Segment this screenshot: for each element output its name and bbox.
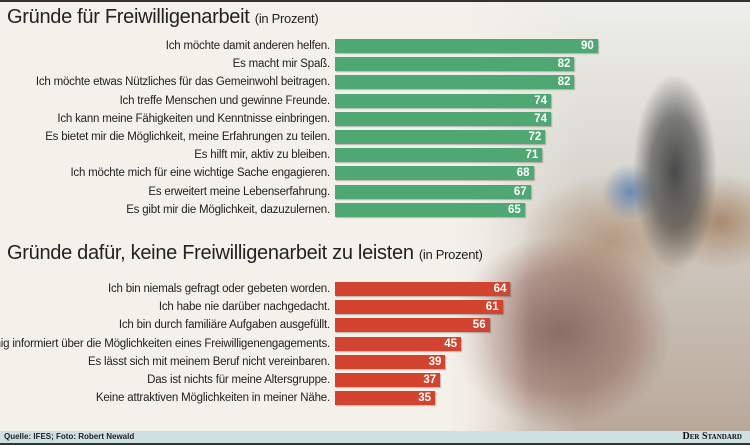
chart-2-title-text: Gründe dafür, keine Freiwilligenarbeit z… <box>7 242 414 264</box>
bar-row: Ich möchte mich für eine wichtige Sache … <box>0 166 700 181</box>
category-label: Zu wenig informiert über die Möglichkeit… <box>0 337 330 350</box>
category-label: Es lässt sich mit meinem Beruf nicht ver… <box>87 355 330 368</box>
chart-2-title: Gründe dafür, keine Freiwilligenarbeit z… <box>7 242 483 265</box>
value-label: 71 <box>525 149 539 162</box>
bar: 61 <box>335 300 503 315</box>
value-label: 74 <box>534 94 548 107</box>
bar: 74 <box>335 111 552 126</box>
category-label: Ich bin niemals gefragt oder gebeten wor… <box>108 283 330 295</box>
bar: 35 <box>335 391 435 406</box>
top-rule <box>0 0 750 2</box>
value-label: 39 <box>428 355 442 368</box>
value-label: 72 <box>528 131 542 143</box>
category-label: Das ist nichts für meine Altersgruppe. <box>147 374 330 386</box>
category-label: Es bietet mir die Möglichkeit, meine Erf… <box>45 131 330 143</box>
category-label: Ich habe nie darüber nachgedacht. <box>158 301 330 314</box>
bar: 82 <box>335 57 575 72</box>
category-label: Keine attraktiven Möglichkeiten in meine… <box>95 392 330 405</box>
category-label: Ich möchte mich für eine wichtige Sache … <box>70 167 330 180</box>
bar-row: Ich bin durch familiäre Aufgaben ausgefü… <box>0 318 700 333</box>
value-label: 68 <box>516 167 530 180</box>
value-label: 56 <box>472 319 486 332</box>
bar-row: Es hilft mir, aktiv zu bleiben. 71 <box>0 148 700 163</box>
chart-2-unit: (in Prozent) <box>418 247 483 262</box>
category-label: Es hilft mir, aktiv zu bleiben. <box>194 149 330 162</box>
chart-1-title: Gründe für Freiwilligenarbeit (in Prozen… <box>7 6 319 29</box>
value-label: 35 <box>418 392 431 405</box>
bar: 45 <box>335 336 461 351</box>
chart-1-title-text: Gründe für Freiwilligenarbeit <box>7 6 250 28</box>
bar: 82 <box>335 75 575 90</box>
bar-row: Ich bin niemals gefragt oder gebeten wor… <box>0 282 700 297</box>
value-label: 61 <box>485 301 499 314</box>
bar-row: Ich kann meine Fähigkeiten und Kenntniss… <box>0 111 700 127</box>
category-label: Ich bin durch familiäre Aufgaben ausgefü… <box>118 319 330 332</box>
bar: 39 <box>335 354 446 369</box>
bar: 72 <box>335 130 546 144</box>
value-label: 64 <box>493 283 507 295</box>
value-label: 74 <box>534 112 548 125</box>
bar: 67 <box>335 184 531 199</box>
value-label: 82 <box>557 58 571 71</box>
publisher-logo: Der Standard <box>682 431 743 442</box>
value-label: 67 <box>513 185 527 198</box>
bar-row: Das ist nichts für meine Altersgruppe. 37 <box>0 373 700 388</box>
bar: 37 <box>335 373 441 387</box>
bar: 56 <box>335 318 490 333</box>
bar: 64 <box>335 282 511 296</box>
chart-1-unit: (in Prozent) <box>254 11 319 26</box>
category-label: Ich kann meine Fähigkeiten und Kenntniss… <box>57 112 330 125</box>
category-label: Ich treffe Menschen und gewinne Freunde. <box>119 94 331 107</box>
bar: 74 <box>335 93 552 108</box>
category-label: Ich möchte damit anderen helfen. <box>165 40 330 52</box>
bar: 71 <box>335 148 543 163</box>
bar-row: Keine attraktiven Möglichkeiten in meine… <box>0 391 700 406</box>
bar-row: Zu wenig informiert über die Möglichkeit… <box>0 336 700 352</box>
bar-row: Es bietet mir die Möglichkeit, meine Erf… <box>0 130 700 145</box>
category-label: Ich möchte etwas Nützliches für das Geme… <box>35 76 330 89</box>
bar-row: Ich möchte damit anderen helfen. 90 <box>0 39 700 54</box>
value-label: 82 <box>557 76 571 89</box>
category-label: Es gibt mir die Möglichkeit, dazuzulerne… <box>126 203 330 216</box>
value-label: 45 <box>444 337 457 350</box>
category-label: Es macht mir Spaß. <box>232 58 331 71</box>
value-label: 90 <box>581 40 594 52</box>
bar-row: Ich treffe Menschen und gewinne Freunde.… <box>0 93 700 109</box>
bar-row: Ich habe nie darüber nachgedacht. 61 <box>0 300 700 315</box>
bar-row: Es erweitert meine Lebenserfahrung. 67 <box>0 184 700 200</box>
bar-row: Es macht mir Spaß. 82 <box>0 57 700 72</box>
footer: Quelle: IFES; Foto: Robert Newald Der St… <box>0 431 750 445</box>
source-credit: Quelle: IFES; Foto: Robert Newald <box>4 432 135 441</box>
bar: 90 <box>335 39 598 53</box>
bar-row: Es lässt sich mit meinem Beruf nicht ver… <box>0 354 700 370</box>
value-label: 65 <box>508 203 521 216</box>
bar-row: Es gibt mir die Möglichkeit, dazuzulerne… <box>0 202 700 218</box>
bar-row: Ich möchte etwas Nützliches für das Geme… <box>0 75 700 90</box>
bar: 68 <box>335 166 534 181</box>
category-label: Es erweitert meine Lebenserfahrung. <box>148 185 330 198</box>
value-label: 37 <box>423 374 437 386</box>
bar: 65 <box>335 202 525 217</box>
